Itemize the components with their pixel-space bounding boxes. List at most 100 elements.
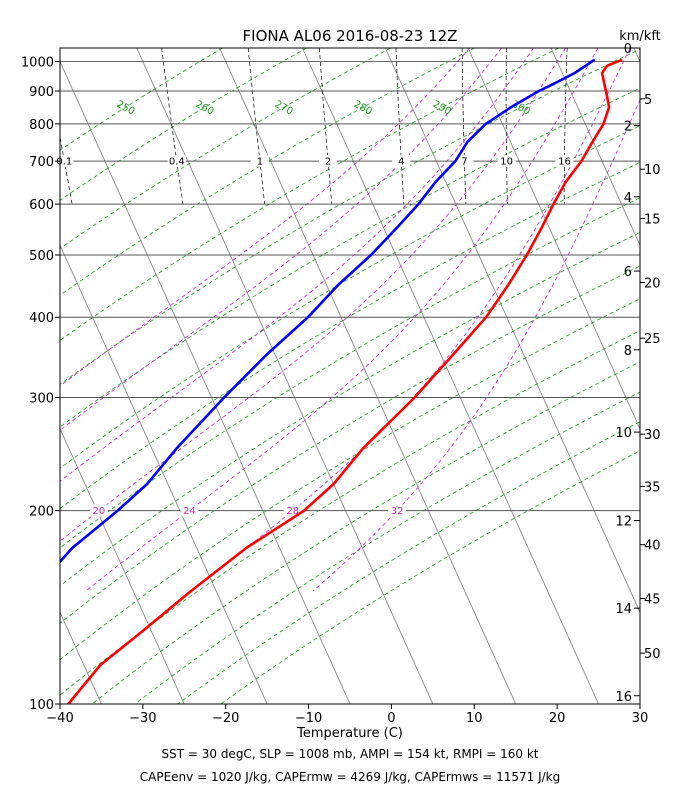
- isotherm-lines: [60, 48, 640, 704]
- p-tick-label: 400: [29, 311, 54, 326]
- kft-tick-label: 10: [644, 163, 661, 178]
- dry-adiabat-line: [60, 48, 640, 385]
- p-tick-label: 300: [29, 392, 54, 407]
- moist-adiabat-label-bg: [388, 504, 407, 517]
- x-tick-label: 10: [466, 711, 483, 726]
- dry-adiabat-label: 290: [431, 99, 453, 118]
- dry-adiabat-line: [91, 361, 640, 704]
- isotherm-line: [60, 611, 102, 704]
- mixing-ratio-label-bg: [319, 155, 338, 168]
- dry-adiabat-line: [134, 391, 640, 704]
- kft-tick-label: 30: [644, 428, 661, 443]
- mixing-ratio-label: 16: [558, 157, 571, 168]
- x-tick-label: −30: [129, 711, 156, 726]
- plot-frame: [59, 47, 641, 705]
- mixing-ratio-label: 4: [398, 157, 404, 168]
- p-tick-label: 200: [29, 505, 54, 520]
- p-tick-label: 900: [29, 85, 54, 100]
- mixing-ratio-label: 7: [461, 157, 467, 168]
- dry-adiabat-line: [220, 450, 640, 704]
- mixing-ratio-label-bg: [455, 155, 474, 168]
- sounding-line: [60, 58, 596, 564]
- kft-tick-label: 5: [644, 93, 652, 108]
- dry-adiabat-line: [60, 330, 640, 696]
- sounding-profiles: [60, 58, 623, 704]
- p-tick-label: 1000: [21, 56, 54, 71]
- p-tick-label: 100: [29, 698, 54, 713]
- mixing-ratio-label: 0.4: [169, 157, 185, 168]
- chart-title: FIONA AL06 2016-08-23 12Z: [243, 27, 458, 45]
- x-tick-label: −10: [295, 711, 322, 726]
- mixing-ratio-lines: [60, 48, 568, 205]
- mixing-ratio-line: [247, 48, 266, 205]
- dry-adiabat-label: 270: [273, 99, 295, 118]
- footer-line-2: CAPEenv = 1020 J/kg, CAPErmw = 4269 J/kg…: [140, 770, 560, 784]
- footer-line-1: SST = 30 degC, SLP = 1008 mb, AMPI = 154…: [161, 747, 538, 761]
- mixing-ratio-line: [505, 48, 508, 205]
- dry-adiabat-line: [60, 197, 640, 549]
- isotherm-line: [60, 244, 268, 704]
- km-tick-label: 12: [615, 515, 632, 530]
- moist-adiabat-label-bg: [89, 504, 108, 517]
- moist-adiabat-label: 24: [183, 506, 196, 517]
- x-tick-label: 20: [549, 711, 566, 726]
- p-tick-label: 800: [29, 118, 54, 133]
- dry-adiabat-line: [60, 48, 559, 341]
- dry-adiabat-line: [60, 48, 307, 201]
- axes: −40 −30 −20 −10 0 10 20 30100200300400500600700…: [21, 42, 661, 726]
- dry-adiabat-line: [60, 48, 475, 296]
- km-tick-label: 4: [624, 191, 632, 206]
- dry-adiabat-label: 280: [352, 99, 374, 118]
- dry-adiabat-line: [60, 298, 640, 661]
- dry-adiabat-line: [60, 48, 391, 250]
- moist-adiabat-label-bg: [180, 504, 199, 517]
- km-tick-label: 14: [615, 602, 632, 617]
- p-tick-label: 600: [29, 198, 54, 213]
- x-tick-label: −20: [212, 711, 239, 726]
- isotherm-line: [219, 48, 517, 704]
- mixing-ratio-label-bg: [392, 155, 411, 168]
- mixing-ratio-label: 0.1: [56, 157, 72, 168]
- mixing-ratio-label-bg: [250, 155, 269, 168]
- dry-adiabat-label: 250: [114, 99, 136, 118]
- moist-adiabat-label: 20: [92, 506, 105, 517]
- km-tick-label: 6: [624, 265, 632, 280]
- isotherm-line: [136, 48, 434, 704]
- kft-tick-label: 20: [644, 277, 661, 292]
- mixing-ratio-line: [395, 48, 405, 205]
- mixing-ratio-label-bg: [167, 155, 186, 168]
- moist-adiabat-line: [60, 48, 534, 482]
- km-tick-label: 10: [615, 426, 632, 441]
- x-tick-label: 30: [632, 711, 649, 726]
- mixing-ratio-label-bg: [497, 155, 516, 168]
- isotherm-line: [550, 48, 640, 247]
- km-tick-label: 0: [624, 42, 632, 57]
- mixing-ratio-label: 1: [257, 157, 263, 168]
- isotherm-line: [302, 48, 599, 704]
- x-tick-label: 0: [387, 711, 395, 726]
- isotherm-line: [60, 427, 185, 704]
- mixing-ratio-label-bg: [555, 155, 574, 168]
- moist-adiabat-label-bg: [283, 504, 302, 517]
- x-tick-label: −40: [46, 711, 73, 726]
- km-tick-label: 8: [624, 344, 632, 359]
- moist-adiabat-line: [191, 48, 631, 592]
- mixing-ratio-line: [319, 48, 333, 205]
- kft-tick-label: 25: [644, 332, 661, 347]
- dry-adiabat-line: [60, 48, 223, 151]
- dry-adiabat-line: [60, 161, 640, 510]
- moist-adiabat-line: [312, 98, 640, 592]
- isotherm-line: [384, 48, 640, 614]
- sounding-line: [67, 58, 623, 704]
- mixing-ratio-line: [563, 48, 568, 205]
- km-tick-label: 16: [615, 690, 632, 705]
- kft-tick-label: 40: [644, 539, 661, 554]
- isotherm-line: [60, 60, 351, 704]
- x-axis-label: Temperature (C): [296, 726, 403, 741]
- dry-adiabat-lines: [60, 48, 640, 704]
- mixing-ratio-line: [161, 48, 184, 205]
- mixing-ratio-line: [461, 48, 467, 205]
- p-tick-label: 700: [29, 155, 54, 170]
- moist-adiabat-line: [60, 48, 502, 431]
